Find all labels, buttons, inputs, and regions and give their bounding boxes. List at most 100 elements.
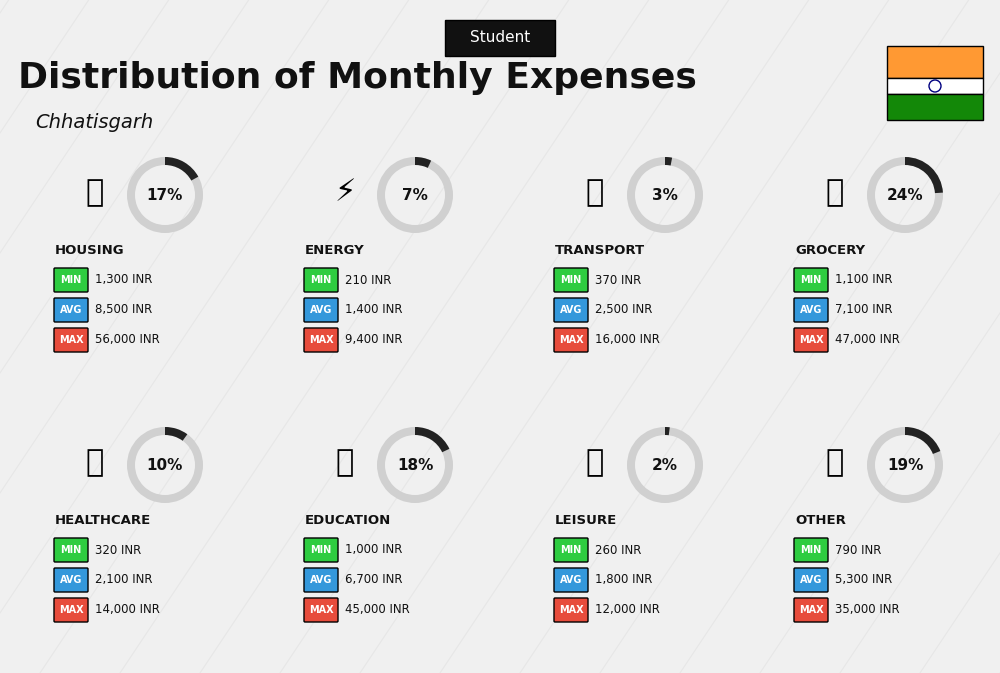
FancyBboxPatch shape <box>304 538 338 562</box>
Text: 7%: 7% <box>402 188 428 203</box>
Text: GROCERY: GROCERY <box>795 244 865 258</box>
FancyBboxPatch shape <box>794 298 828 322</box>
Text: Chhatisgarh: Chhatisgarh <box>35 114 153 133</box>
FancyBboxPatch shape <box>887 78 983 94</box>
Text: EDUCATION: EDUCATION <box>305 514 391 528</box>
Text: MIN: MIN <box>310 275 332 285</box>
Text: 14,000 INR: 14,000 INR <box>95 604 160 616</box>
Text: 7,100 INR: 7,100 INR <box>835 304 893 316</box>
Text: MAX: MAX <box>309 605 333 615</box>
Text: 16,000 INR: 16,000 INR <box>595 334 660 347</box>
Text: MAX: MAX <box>559 335 583 345</box>
Text: Distribution of Monthly Expenses: Distribution of Monthly Expenses <box>18 61 697 95</box>
FancyBboxPatch shape <box>554 568 588 592</box>
Text: 2%: 2% <box>652 458 678 472</box>
Text: ⚡: ⚡ <box>334 178 356 207</box>
Wedge shape <box>867 427 943 503</box>
Wedge shape <box>127 157 203 233</box>
FancyBboxPatch shape <box>304 268 338 292</box>
Wedge shape <box>905 157 943 193</box>
Text: MAX: MAX <box>59 335 83 345</box>
FancyBboxPatch shape <box>794 328 828 352</box>
Text: 🎓: 🎓 <box>336 448 354 478</box>
Text: 🛍️: 🛍️ <box>586 448 604 478</box>
Text: 260 INR: 260 INR <box>595 544 641 557</box>
Text: AVG: AVG <box>310 305 332 315</box>
Text: MIN: MIN <box>560 545 582 555</box>
Text: AVG: AVG <box>800 305 822 315</box>
Text: AVG: AVG <box>560 575 582 585</box>
Text: TRANSPORT: TRANSPORT <box>555 244 645 258</box>
Text: MIN: MIN <box>800 545 822 555</box>
Text: 🏢: 🏢 <box>86 178 104 207</box>
FancyBboxPatch shape <box>554 598 588 622</box>
Text: 3%: 3% <box>652 188 678 203</box>
Text: HEALTHCARE: HEALTHCARE <box>55 514 151 528</box>
Text: MAX: MAX <box>799 335 823 345</box>
FancyBboxPatch shape <box>445 20 555 56</box>
Text: 56,000 INR: 56,000 INR <box>95 334 160 347</box>
Text: 17%: 17% <box>147 188 183 203</box>
Text: MIN: MIN <box>60 545 82 555</box>
Text: OTHER: OTHER <box>795 514 846 528</box>
Wedge shape <box>377 427 453 503</box>
Text: 320 INR: 320 INR <box>95 544 141 557</box>
FancyBboxPatch shape <box>54 328 88 352</box>
Text: MIN: MIN <box>560 275 582 285</box>
FancyBboxPatch shape <box>794 538 828 562</box>
Text: 8,500 INR: 8,500 INR <box>95 304 152 316</box>
Text: 5,300 INR: 5,300 INR <box>835 573 892 586</box>
FancyBboxPatch shape <box>304 298 338 322</box>
FancyBboxPatch shape <box>54 268 88 292</box>
Text: MAX: MAX <box>799 605 823 615</box>
Text: MAX: MAX <box>559 605 583 615</box>
Text: AVG: AVG <box>60 305 82 315</box>
FancyBboxPatch shape <box>304 568 338 592</box>
FancyBboxPatch shape <box>54 298 88 322</box>
Text: AVG: AVG <box>310 575 332 585</box>
Text: HOUSING: HOUSING <box>55 244 125 258</box>
Text: 1,100 INR: 1,100 INR <box>835 273 893 287</box>
FancyBboxPatch shape <box>54 538 88 562</box>
FancyBboxPatch shape <box>794 568 828 592</box>
FancyBboxPatch shape <box>794 268 828 292</box>
Text: 47,000 INR: 47,000 INR <box>835 334 900 347</box>
Text: 45,000 INR: 45,000 INR <box>345 604 410 616</box>
Text: AVG: AVG <box>800 575 822 585</box>
Text: 6,700 INR: 6,700 INR <box>345 573 402 586</box>
Text: 👜: 👜 <box>826 448 844 478</box>
Text: 12,000 INR: 12,000 INR <box>595 604 660 616</box>
Wedge shape <box>905 427 940 454</box>
Text: MIN: MIN <box>60 275 82 285</box>
Text: LEISURE: LEISURE <box>555 514 617 528</box>
FancyBboxPatch shape <box>887 94 983 120</box>
Text: AVG: AVG <box>560 305 582 315</box>
FancyBboxPatch shape <box>54 568 88 592</box>
Text: MIN: MIN <box>800 275 822 285</box>
Wedge shape <box>867 157 943 233</box>
Text: 🚌: 🚌 <box>586 178 604 207</box>
Text: 210 INR: 210 INR <box>345 273 391 287</box>
Wedge shape <box>127 427 203 503</box>
Text: AVG: AVG <box>60 575 82 585</box>
Text: 35,000 INR: 35,000 INR <box>835 604 900 616</box>
FancyBboxPatch shape <box>794 598 828 622</box>
Text: 1,800 INR: 1,800 INR <box>595 573 652 586</box>
Text: MIN: MIN <box>310 545 332 555</box>
Wedge shape <box>665 157 672 166</box>
Wedge shape <box>415 427 449 452</box>
Text: 19%: 19% <box>887 458 923 472</box>
Text: 1,300 INR: 1,300 INR <box>95 273 152 287</box>
Text: 2,100 INR: 2,100 INR <box>95 573 152 586</box>
FancyBboxPatch shape <box>554 538 588 562</box>
Wedge shape <box>627 157 703 233</box>
Text: 790 INR: 790 INR <box>835 544 881 557</box>
Text: 1,400 INR: 1,400 INR <box>345 304 402 316</box>
Text: 9,400 INR: 9,400 INR <box>345 334 402 347</box>
Text: 18%: 18% <box>397 458 433 472</box>
Text: 24%: 24% <box>887 188 923 203</box>
Wedge shape <box>165 427 187 441</box>
Wedge shape <box>415 157 431 168</box>
Wedge shape <box>165 157 198 180</box>
FancyBboxPatch shape <box>554 298 588 322</box>
